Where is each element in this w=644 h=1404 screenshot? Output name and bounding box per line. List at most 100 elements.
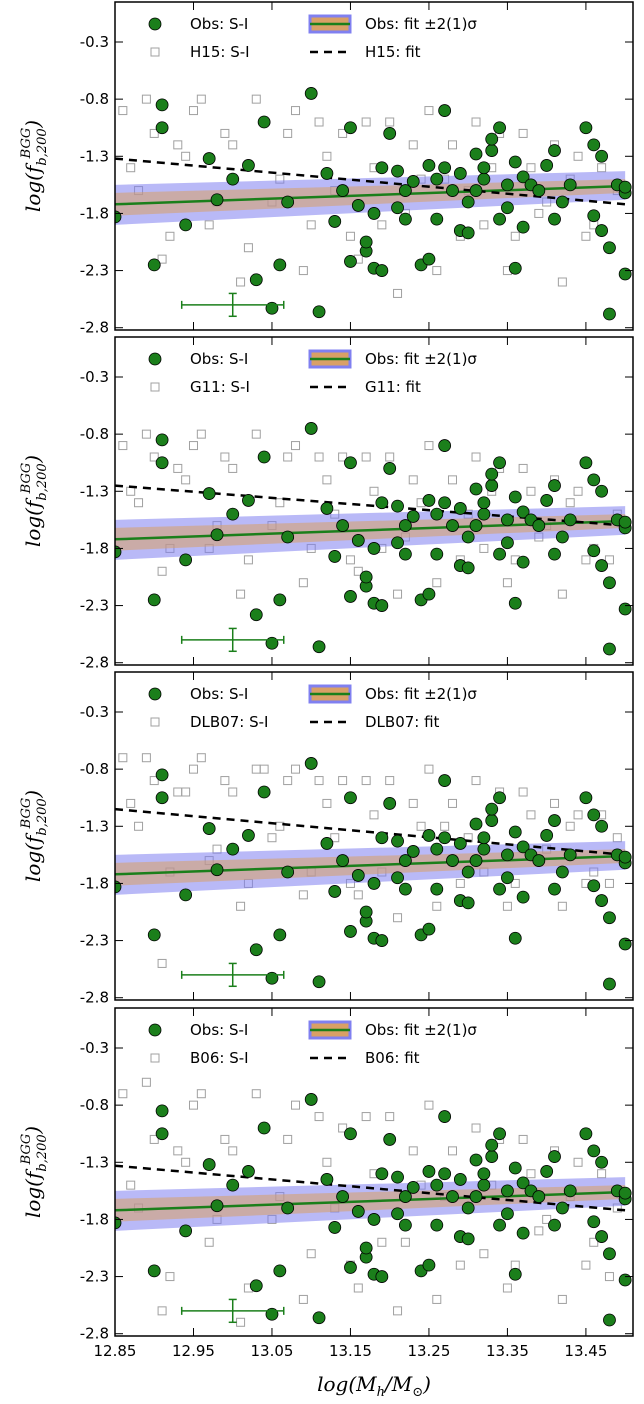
legend-marker [148,352,162,366]
legend-label: H15: S-I [190,43,250,61]
model-point [597,1169,607,1179]
obs-point [304,757,318,770]
model-point [604,555,614,565]
model-point [432,266,442,276]
obs-point [493,212,506,226]
panel: -0.3 -0.8 -1.3 -1.8 -2.3 -2.8 log(fb,200BGG) Ob… [19,1,634,337]
obs-point [422,159,436,172]
obs-point [273,928,287,942]
obs-point [391,536,404,550]
obs-point [320,1173,334,1186]
model-point [353,890,363,900]
obs-point [461,195,475,209]
model-point [314,1112,324,1122]
model-point [502,578,512,588]
x-tick-label: 13.35 [486,1342,529,1360]
obs-point [210,863,224,877]
obs-point [438,1110,452,1123]
label-part: h [377,1385,385,1400]
obs-point [398,1190,412,1203]
obs-point [603,1247,616,1261]
legend-marker [150,47,160,57]
obs-point [485,814,499,827]
model-point [361,452,371,462]
model-point [534,1226,544,1236]
model-point [236,277,246,287]
obs-point [477,507,491,521]
label-part: BGG [19,128,34,160]
obs-point [493,791,506,805]
obs-point [579,456,593,470]
label-part: ) [21,120,45,129]
obs-point [383,797,397,810]
obs-point [202,152,216,165]
legend-label: Obs: S-I [190,15,248,33]
obs-point [516,220,530,234]
obs-point [242,159,255,172]
obs-point [508,261,522,275]
obs-point [501,201,514,215]
obs-point [493,882,506,896]
model-point [369,486,379,496]
obs-point [485,132,499,146]
label-part: BGG [19,463,34,495]
obs-point [446,1190,459,1203]
x-axis-label: log(Mh/M⊙) [317,1372,431,1400]
obs-point [155,456,169,470]
obs-point [375,934,389,947]
obs-point [508,155,522,169]
model-point [220,452,230,462]
legend-marker [150,717,160,727]
obs-point [375,1270,389,1283]
obs-point [618,180,632,194]
frame [114,336,634,666]
model-point [204,220,214,230]
legend-label: H15: fit [365,43,421,61]
obs-point [375,1167,389,1181]
obs-point [179,1224,193,1238]
obs-point [516,1226,530,1240]
obs-point [461,1201,475,1215]
model-point [612,833,622,843]
obs-point [595,484,609,498]
obs-point [446,519,459,532]
y-axis-label: log(fb,200BGG) [19,790,50,882]
obs-point [312,305,326,319]
label-part: BGG [19,1134,34,1166]
obs-point [516,1176,530,1190]
obs-point [477,1167,491,1181]
model-point [377,220,387,230]
model-point [393,1306,403,1316]
obs-point [242,829,255,842]
model-point [447,798,457,808]
obs-point [242,1165,255,1178]
obs-point [422,494,436,507]
obs-point [508,596,522,610]
obs-point [603,307,616,321]
model-point [291,764,301,774]
model-point [408,140,418,150]
model-point [149,1134,159,1144]
label-part: ) [422,1372,431,1396]
y-tick-label: -2.3 [80,262,109,280]
model-point [502,1283,512,1293]
model-point [557,1294,567,1304]
y-axis-label: log(fb,200BGG) [19,1126,50,1218]
y-tick-label: -1.3 [80,1153,109,1171]
model-point [393,288,403,298]
obs-point [179,553,193,567]
obs-point [375,831,389,845]
label-part: log(M [317,1372,377,1396]
obs-point [202,1158,216,1171]
obs-point [485,1150,499,1163]
obs-point [461,226,475,240]
obs-point [320,167,334,180]
obs-point [587,209,601,223]
model-point [259,764,269,774]
model-point [526,486,536,496]
obs-point [155,1127,169,1141]
model-point [141,429,151,439]
model-point [393,589,403,599]
obs-point [336,184,350,197]
